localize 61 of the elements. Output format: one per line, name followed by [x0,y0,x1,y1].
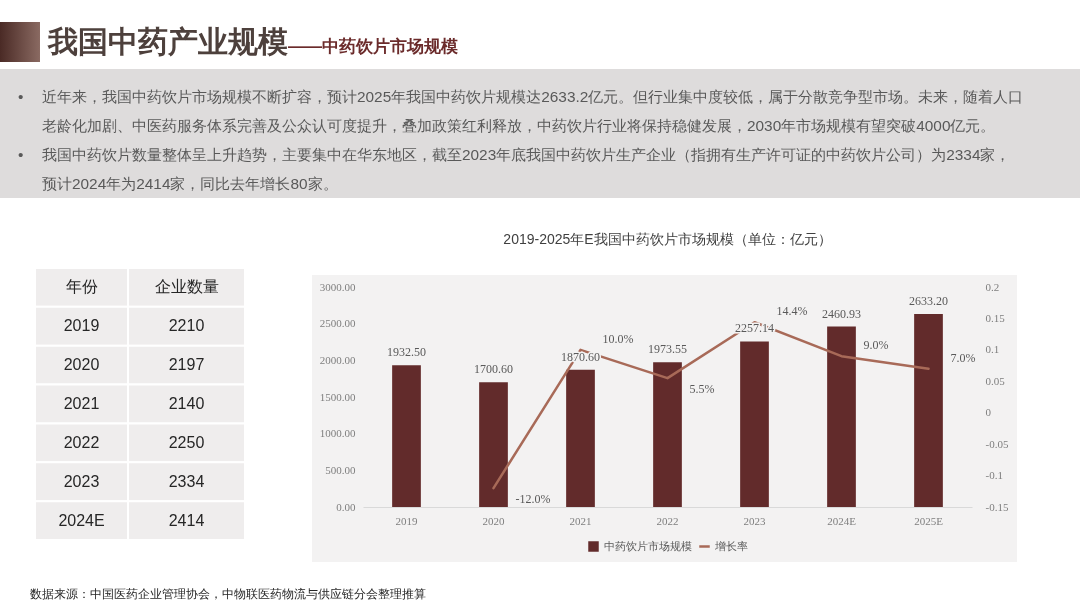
text: • 近年来，我国中药饮片市场规模不断扩容，预计2025年我国中药饮片规模达2633.2亿元。但行业集中度较低，属于分散竞争型市场。未来，随着人口老龄化加剧、中医药服务体系完善及公众认可度提升，叠加政策红利释放，中药饮片行业将保持稳健发展，2030年市场规模有望突破4000亿元。 [18,88,1024,134]
text: ——中药饮片市场规模 [288,37,458,56]
y-tick-label: 1500.00 [319,390,356,403]
y-axis-title: 年份 [65,278,98,296]
data-label: 2334 [168,472,205,490]
bar [479,382,508,507]
y-tick-label: 2022 [63,433,100,451]
y2-tick-label: -0.15 [985,500,1009,513]
y2-tick-label: 0.1 [985,343,1000,356]
bar [827,326,856,507]
y-tick-label: 0.00 [336,500,356,513]
y-tick-label: 2021 [63,395,100,412]
text: • 我国中药饮片数量整体呈上升趋势，主要集中在华东地区，截至2023年底我国中药饮片生产企业（指拥有生产许可证的中药饮片公司）为2334家，预计2024年为2414家，同比去年增长80家。 [18,146,1011,192]
bar [653,362,682,507]
legend-label: 增长率 [714,539,748,552]
x-tick-label: 2024E [827,514,857,527]
y2-tick-label: -0.1 [985,469,1003,482]
data-label: 1700.60 [474,362,513,377]
y2-tick-label: 0 [985,406,992,419]
legend-label: 中药饮片市场规模 [604,539,692,552]
data-label: 2250 [168,433,205,451]
y-tick-label: 500.00 [325,463,356,476]
x-tick-label: 2019 [395,514,418,527]
x-tick-label: 2021 [569,514,592,527]
y-tick-label: 1000.00 [319,427,356,440]
y2-tick-label: 0.2 [985,280,1000,293]
bar [566,369,595,507]
x-tick-label: 2025E [914,514,944,527]
data-label: -12.0% [515,492,551,507]
bar [740,341,769,507]
source-note: 数据来源：中国医药企业管理协会，中物联医药物流与供应链分会整理推算 [30,586,426,603]
data-label: 5.5% [689,382,715,397]
x-tick-label: 2020 [482,514,505,527]
y2-tick-label: 0.05 [985,374,1006,387]
data-label: 2140 [168,395,205,412]
y-tick-label: 3000.00 [319,280,356,293]
data-label: 2633.20 [909,293,948,308]
data-label: 2460.93 [822,306,861,321]
x-tick-label: 2022 [656,514,679,527]
data-label: 9.0% [863,338,889,353]
y-tick-label: 2500.00 [319,317,356,330]
x-tick-label: 企业数量 [154,278,219,296]
data-label: 2197 [168,356,205,374]
chart-title: 2019-2025年E我国中药饮片市场规模（单位：亿元） [503,231,832,247]
y-tick-label: 2019 [63,317,100,335]
y-tick-label: 2023 [63,472,100,490]
y-tick-label: 2000.00 [319,353,356,366]
data-label: 10.0% [602,331,634,346]
data-label: 14.4% [776,304,808,319]
data-label: 1932.50 [387,345,426,360]
y2-tick-label: 0.15 [985,311,1006,324]
bar [914,313,943,507]
data-label: 2210 [168,317,205,335]
data-label: 2414 [168,511,205,529]
data-label: 1973.55 [648,342,687,357]
y-tick-label: 2020 [63,356,100,374]
text: 我国中药产业规模 [48,25,288,58]
bar [392,365,421,507]
data-label: 7.0% [950,350,976,365]
y2-tick-label: -0.05 [985,437,1009,450]
x-tick-label: 2023 [743,514,766,527]
